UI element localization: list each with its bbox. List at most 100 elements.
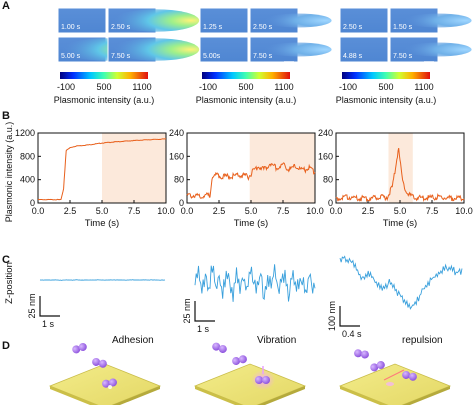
image-tile: 1.50 s — [389, 7, 472, 34]
time-stamp: 7.50 s — [253, 53, 273, 60]
particle-bead — [370, 363, 379, 372]
colorbar-label: Plasmonic intensity (a.u.) — [196, 95, 297, 105]
y-tick-label: 80 — [174, 175, 184, 185]
plate-edge — [112, 386, 160, 405]
panel-label-d: D — [2, 340, 10, 352]
colorbar-label: Plasmonic intensity (a.u.) — [336, 95, 437, 105]
image-tile: 2.50 s — [249, 7, 332, 34]
x-axis-label: Time (s) — [383, 218, 417, 229]
colorbar-label: Plasmonic intensity (a.u.) — [54, 95, 155, 105]
scene-label: Vibration — [257, 335, 296, 346]
image-tile: 2.50 s — [339, 7, 389, 34]
chart-2: 0 80 160 240 0.0 2.5 5.0 7.5 10.0 Time (s) — [169, 128, 324, 229]
y-tick-label: 400 — [20, 175, 35, 185]
x-tick-label: 7.5 — [277, 206, 290, 216]
y-tick-label: 0 — [328, 198, 333, 208]
colorbar-tick-label: -100 — [199, 82, 217, 92]
scale-bar-y-label: 100 nm — [327, 301, 337, 331]
image-tile: 7.50 s — [389, 36, 472, 63]
x-tick-label: 5.0 — [394, 206, 407, 216]
x-tick-label: 10.0 — [455, 206, 473, 216]
image-tile: 5.00s — [199, 36, 249, 63]
panel-d-illustrations: Adhesion Vibration repulsion — [48, 335, 452, 405]
particle — [354, 349, 369, 359]
x-tick-label: 7.5 — [128, 206, 141, 216]
colorbar-tick-label: 1100 — [274, 82, 293, 92]
image-tile: 2.50 s — [107, 7, 200, 34]
series-line — [186, 162, 316, 199]
time-stamp: 1.00 s — [61, 24, 81, 31]
panel-label-a: A — [2, 0, 10, 12]
particle-bead — [72, 345, 81, 354]
signal-plume — [264, 42, 332, 57]
scene-label: Adhesion — [112, 335, 154, 346]
scale-bar-x-label: 0.4 s — [342, 329, 362, 339]
particle-bead — [102, 379, 111, 388]
chart-1: 0 400 800 1200 0.0 2.5 5.0 7.5 10.0 Time (s) Plasm… — [4, 122, 175, 229]
signal-plume — [264, 13, 332, 28]
tile-background — [339, 36, 389, 63]
y-tick-label: 1200 — [15, 128, 35, 138]
y-tick-label: 160 — [318, 151, 333, 161]
image-tile: 1.00 s — [57, 7, 107, 34]
trace-3: 100 nm 0.4 s — [327, 255, 463, 339]
x-tick-label: 5.0 — [245, 206, 258, 216]
y-axis-label: Plasmonic intensity (a.u.) — [4, 122, 14, 223]
x-tick-label: 10.0 — [157, 206, 175, 216]
y-tick-label: 800 — [20, 151, 35, 161]
time-stamp: 4.88 s — [343, 53, 363, 60]
colorbar-tick-label: 500 — [238, 82, 253, 92]
particle — [92, 357, 107, 368]
colorbar-tick-label: 500 — [96, 82, 111, 92]
time-stamp: 7.50 s — [393, 53, 413, 60]
tile-background — [199, 7, 249, 34]
particle-bead — [402, 370, 411, 379]
particle-bead — [92, 357, 101, 366]
x-tick-label: 7.5 — [426, 206, 439, 216]
y-tick-label: 80 — [323, 175, 333, 185]
image-tile: 4.88 s — [339, 36, 389, 63]
y-tick-label: 0 — [30, 198, 35, 208]
highlight-region — [102, 133, 166, 203]
colorbar — [202, 72, 290, 79]
image-tile: 7.50 s — [107, 36, 200, 63]
trace-2: 25 nm 1 s — [182, 264, 316, 334]
signal-plume — [112, 38, 200, 61]
particle — [102, 378, 117, 388]
time-stamp: 2.50 s — [253, 24, 273, 31]
scale-bar — [339, 306, 360, 327]
panel-c-traces: Z-position 25 nm 1 s 25 nm 1 s 100 nm 0.4 s — [4, 255, 463, 339]
plate-edge — [402, 386, 450, 405]
scale-bar-y-label: 25 nm — [182, 298, 192, 323]
particle-bead — [78, 342, 87, 351]
x-tick-label: 10.0 — [306, 206, 324, 216]
chart-3: 0 80 160 240 0.0 2.5 5.0 7.5 10.0 Time (s) — [318, 128, 473, 229]
plate-edge — [50, 386, 98, 405]
colorbar-tick-label: -100 — [57, 82, 75, 92]
x-tick-label: 2.5 — [64, 206, 77, 216]
colorbar-tick-label: -100 — [339, 82, 357, 92]
z-trace — [339, 255, 463, 310]
particle — [72, 342, 87, 354]
particle-bead — [238, 355, 247, 364]
particle-bead — [212, 342, 221, 351]
scene-label: repulsion — [402, 335, 443, 346]
particle-bead — [354, 349, 363, 358]
tile-background — [199, 36, 249, 63]
scale-bar — [39, 296, 60, 317]
particle — [402, 370, 417, 381]
colorbar — [60, 72, 148, 79]
z-trace — [39, 279, 166, 281]
panel-label-b: B — [2, 110, 10, 122]
time-stamp: 1.50 s — [393, 24, 413, 31]
scene-3: repulsion — [338, 335, 452, 405]
time-stamp: 5.00 s — [61, 53, 81, 60]
time-stamp: 7.50 s — [111, 53, 131, 60]
surface-plate — [338, 363, 452, 405]
particle-bead — [262, 376, 270, 384]
x-tick-label: 5.0 — [96, 206, 109, 216]
x-tick-label: 0.0 — [330, 206, 343, 216]
